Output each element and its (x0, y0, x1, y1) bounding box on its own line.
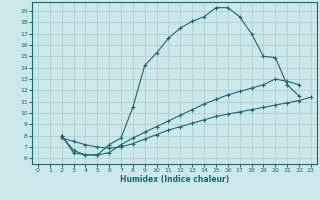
X-axis label: Humidex (Indice chaleur): Humidex (Indice chaleur) (120, 175, 229, 184)
